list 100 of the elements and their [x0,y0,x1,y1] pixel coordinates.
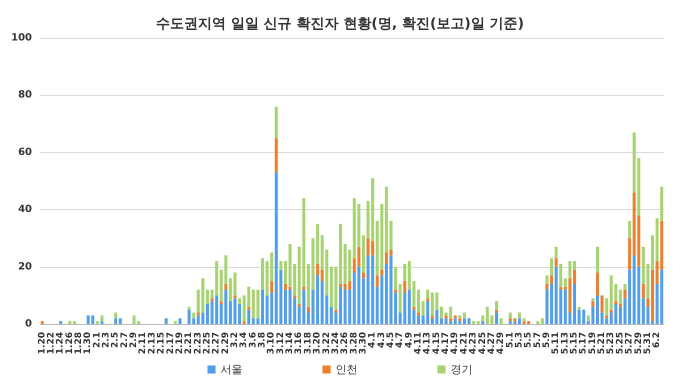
bar [454,315,457,318]
bar [234,295,236,298]
x-tick-label: 3.30 [358,332,368,354]
bar [196,312,200,316]
x-tick-label: 4.23 [468,332,479,354]
bar [518,318,521,324]
x-tick-label: 5.15 [570,332,580,354]
x-tick-label: 5.21 [597,332,608,354]
bar [96,321,99,324]
bar [500,318,503,324]
x-tick-label: 5.5 [524,332,534,348]
x-tick-label: 2.7 [120,332,130,348]
x-tick-label: 4.3 [376,332,387,348]
bar [624,284,626,290]
bar [605,315,608,318]
y-tick-label: 40 [18,204,32,216]
bar [178,318,182,324]
x-tick-label: 3.22 [322,332,332,354]
x-tick-label: 3.18 [303,332,314,354]
bar [403,281,406,293]
x-tick-label: 4.11 [414,332,424,354]
bar [334,310,338,313]
x-tick-label: 3.8 [258,332,268,348]
x-tick-label: 1.20 [37,332,48,354]
x-tick-label: 4.7 [395,332,406,348]
x-tick-label: 6.2 [652,332,662,348]
bar [224,284,228,290]
bar [376,275,379,287]
bar [444,315,448,318]
bar [426,290,430,298]
bar [495,312,498,324]
bar [306,306,310,313]
x-tick-label: 5.3 [514,332,524,348]
bar [550,258,554,276]
x-tick-label: 3.14 [285,332,296,354]
bar [298,304,301,307]
x-tick-label: 4.17 [441,332,452,354]
bar [628,221,632,238]
y-tick-label: 80 [18,90,32,101]
bar [91,315,94,324]
bar [293,295,296,298]
x-tick-label: 4.1 [368,332,378,348]
bar [192,312,196,318]
bar [430,315,434,318]
bar [114,318,118,324]
bar [114,312,118,318]
bar [614,301,618,304]
x-tick-label: 3.10 [266,332,277,354]
bar [417,312,420,316]
x-tick-label: 3.16 [294,332,304,354]
x-tick-label: 4.13 [422,332,433,354]
bar [274,106,278,138]
bar [256,290,260,318]
x-tick-label: 5.27 [624,332,635,354]
legend-label: 서울 [220,363,242,376]
x-tick-label: 5.1 [505,332,516,348]
bar [596,246,599,273]
bar [188,310,191,324]
bar [632,132,636,192]
bar [637,158,640,216]
bar [40,321,44,324]
x-tick-label: 2.19 [174,332,185,354]
bar [624,290,626,298]
x-tick-label: 5.31 [642,332,653,354]
bar [220,301,223,304]
bar [508,312,512,318]
x-tick-label: 1.28 [74,332,84,354]
x-tick-label: 3.24 [330,332,341,354]
x-tick-label: 3.6 [248,332,258,348]
bar [462,312,466,318]
bar [100,321,104,324]
x-tick-label: 4.21 [459,332,470,354]
bar [86,315,90,324]
bar [72,321,76,324]
bar [518,312,521,318]
bar [596,272,599,296]
legend-label: 인천 [336,363,358,376]
legend-label: 경기 [450,363,472,376]
bar [472,321,476,324]
bar [242,321,246,324]
bar [366,238,370,256]
x-tick-label: 5.29 [634,332,644,354]
x-tick-label: 5.7 [532,332,543,348]
y-tick-label: 0 [25,318,32,330]
x-tick-label: 4.15 [432,332,442,354]
bar [394,290,398,293]
bar [546,284,548,290]
bar [174,321,177,324]
y-tick-label: 100 [11,32,32,44]
x-tick-label: 4.9 [404,332,414,348]
x-tick-label: 2.1 [92,332,102,348]
x-tick-label: 2.15 [156,332,167,354]
bar [540,318,544,324]
x-tick-label: 3.20 [312,332,323,354]
x-tick-label: 3.4 [239,332,250,348]
bar [586,315,590,322]
x-tick-label: 4.19 [450,332,460,354]
bar [637,215,640,267]
bar [550,275,554,284]
x-tick-label: 5.23 [606,332,616,354]
